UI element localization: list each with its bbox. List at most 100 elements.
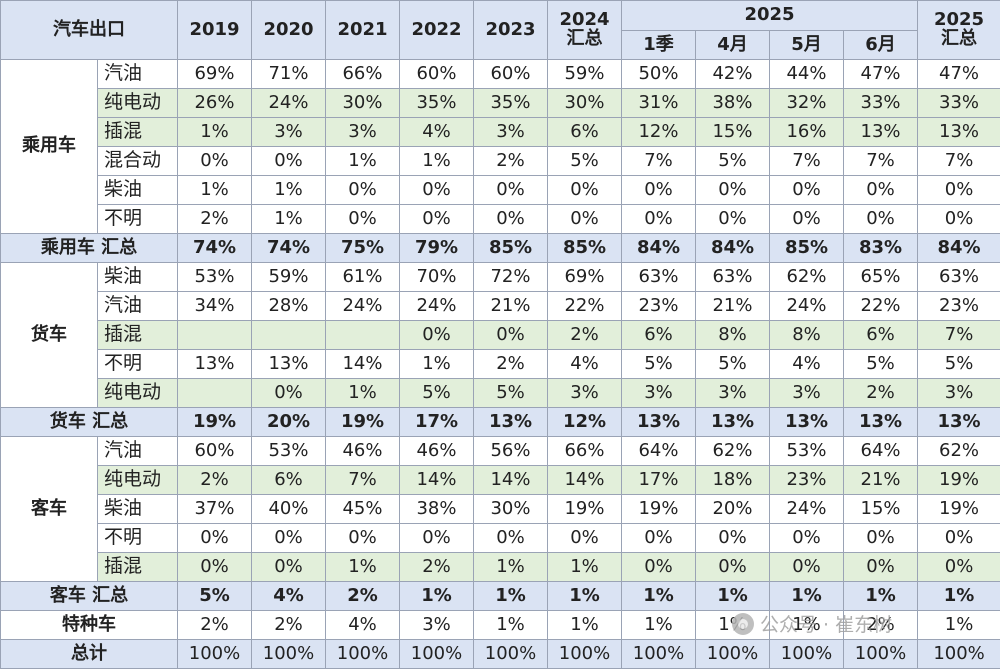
data-cell: 1% (252, 205, 326, 234)
data-cell: 1% (918, 582, 1000, 611)
data-cell: 0% (696, 205, 770, 234)
data-cell: 13% (770, 408, 844, 437)
data-cell: 0% (622, 553, 696, 582)
data-cell: 24% (252, 89, 326, 118)
data-cell: 46% (326, 437, 400, 466)
column-group-header: 2025 (622, 1, 918, 31)
data-cell: 0% (400, 205, 474, 234)
data-cell: 1% (400, 350, 474, 379)
data-cell: 22% (548, 292, 622, 321)
data-cell: 28% (252, 292, 326, 321)
data-cell: 34% (178, 292, 252, 321)
data-cell: 31% (622, 89, 696, 118)
data-cell: 20% (696, 495, 770, 524)
data-cell: 1% (400, 147, 474, 176)
data-cell: 16% (770, 118, 844, 147)
data-cell: 3% (622, 379, 696, 408)
data-cell: 0% (400, 321, 474, 350)
data-cell: 1% (326, 379, 400, 408)
data-cell: 70% (400, 263, 474, 292)
row-label: 纯电动 (98, 379, 178, 408)
data-cell: 24% (770, 292, 844, 321)
data-cell: 24% (326, 292, 400, 321)
data-cell: 38% (696, 89, 770, 118)
data-cell: 42% (696, 60, 770, 89)
data-cell: 61% (326, 263, 400, 292)
data-cell: 1% (474, 582, 548, 611)
data-cell: 7% (844, 147, 918, 176)
data-cell: 2% (844, 379, 918, 408)
data-cell: 0% (178, 553, 252, 582)
row-label: 不明 (98, 205, 178, 234)
data-cell: 1% (696, 611, 770, 640)
data-cell: 45% (326, 495, 400, 524)
data-cell: 0% (178, 147, 252, 176)
data-cell: 17% (622, 466, 696, 495)
data-cell: 69% (178, 60, 252, 89)
data-cell: 65% (844, 263, 918, 292)
data-cell: 14% (548, 466, 622, 495)
column-header: 2024 汇总 (548, 1, 622, 60)
data-cell: 19% (918, 466, 1000, 495)
data-cell: 22% (844, 292, 918, 321)
data-cell: 5% (844, 350, 918, 379)
data-cell: 100% (548, 640, 622, 669)
data-cell: 0% (400, 176, 474, 205)
data-cell: 100% (400, 640, 474, 669)
data-cell: 1% (474, 611, 548, 640)
data-cell: 38% (400, 495, 474, 524)
data-cell: 4% (400, 118, 474, 147)
data-cell: 0% (770, 524, 844, 553)
data-cell: 2% (474, 350, 548, 379)
data-cell: 23% (918, 292, 1000, 321)
data-cell: 1% (548, 582, 622, 611)
data-cell: 2% (178, 611, 252, 640)
data-cell: 1% (844, 582, 918, 611)
data-cell (252, 321, 326, 350)
data-cell: 1% (770, 611, 844, 640)
data-cell: 0% (696, 553, 770, 582)
data-cell: 0% (474, 205, 548, 234)
data-cell: 44% (770, 60, 844, 89)
data-cell: 12% (548, 408, 622, 437)
data-cell: 1% (178, 118, 252, 147)
data-cell: 0% (252, 147, 326, 176)
data-cell: 84% (696, 234, 770, 263)
data-cell: 0% (326, 524, 400, 553)
data-cell: 12% (622, 118, 696, 147)
data-cell: 69% (548, 263, 622, 292)
data-cell: 0% (918, 205, 1000, 234)
data-cell: 66% (326, 60, 400, 89)
data-cell: 13% (918, 118, 1000, 147)
data-cell: 18% (696, 466, 770, 495)
row-label: 插混 (98, 118, 178, 147)
data-cell: 66% (548, 437, 622, 466)
data-cell: 84% (918, 234, 1000, 263)
data-cell: 3% (400, 611, 474, 640)
data-cell: 1% (474, 553, 548, 582)
data-cell: 4% (326, 611, 400, 640)
data-cell: 71% (252, 60, 326, 89)
data-cell: 7% (918, 147, 1000, 176)
data-cell (178, 321, 252, 350)
data-cell: 0% (770, 176, 844, 205)
data-cell: 0% (918, 176, 1000, 205)
data-cell: 0% (622, 176, 696, 205)
data-cell: 100% (696, 640, 770, 669)
special-label: 特种车 (1, 611, 178, 640)
data-cell: 79% (400, 234, 474, 263)
data-cell: 15% (844, 495, 918, 524)
data-cell: 63% (696, 263, 770, 292)
column-header: 2021 (326, 1, 400, 60)
data-cell: 20% (252, 408, 326, 437)
data-cell: 13% (844, 408, 918, 437)
data-cell: 23% (770, 466, 844, 495)
data-cell: 13% (696, 408, 770, 437)
data-cell: 3% (474, 118, 548, 147)
